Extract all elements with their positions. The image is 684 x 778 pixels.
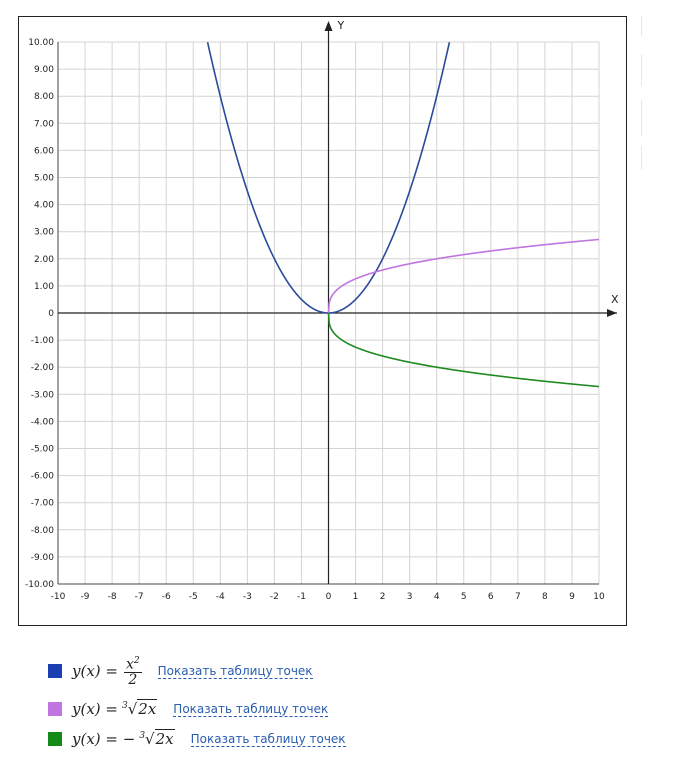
formula-radicand: 2x (154, 729, 175, 748)
formula-lhs: y(x) = (72, 662, 118, 680)
formula-fraction: x2 2 (123, 654, 142, 689)
x-tick-label: 6 (488, 592, 494, 602)
y-tick-label: -5.00 (31, 445, 55, 455)
y-tick-label: 7.00 (34, 119, 54, 129)
x-tick-label: -8 (108, 592, 117, 602)
x-tick-label: -7 (135, 592, 144, 602)
legend-swatch (48, 732, 62, 746)
y-tick-label: -1.00 (31, 336, 55, 346)
y-tick-label: 1.00 (34, 282, 54, 292)
y-tick-label: 6.00 (34, 146, 54, 156)
legend-formula: y(x) = 3√2x (72, 699, 158, 718)
legend-formula: y(x) = x2 2 (72, 654, 142, 689)
formula-denominator: 2 (128, 672, 138, 689)
formula-radicand: 2x (137, 699, 158, 718)
x-tick-label: 4 (434, 592, 440, 602)
y-tick-label: -10.00 (25, 580, 54, 590)
formula-root-index: 3 (121, 701, 128, 711)
x-tick-label: -2 (270, 592, 279, 602)
x-tick-label: 0 (326, 592, 332, 602)
formula-exponent: 2 (133, 655, 140, 666)
y-tick-label: 2.00 (34, 255, 54, 265)
x-tick-label: -5 (189, 592, 198, 602)
show-points-table-link[interactable]: Показать таблицу точек (190, 731, 346, 747)
x-axis-label: X (611, 293, 619, 306)
x-tick-label: -9 (81, 592, 90, 602)
y-tick-label: -8.00 (31, 526, 55, 536)
x-tick-label: -1 (297, 592, 306, 602)
x-tick-label: 8 (542, 592, 548, 602)
side-divider (641, 54, 642, 86)
side-divider (641, 100, 642, 136)
y-tick-label: 9.00 (34, 65, 54, 75)
show-points-table-link[interactable]: Показать таблицу точек (157, 663, 313, 679)
legend-item-parabola: y(x) = x2 2 Показать таблицу точек (48, 654, 313, 689)
formula-root-index: 3 (139, 731, 146, 741)
y-tick-label: -7.00 (31, 499, 55, 509)
y-tick-label: -4.00 (31, 417, 55, 427)
y-tick-label: 3.00 (34, 228, 54, 238)
side-divider (641, 146, 642, 170)
legend-swatch (48, 702, 62, 716)
x-tick-label: 9 (569, 592, 575, 602)
x-tick-label: -4 (216, 592, 225, 602)
y-axis-label: Y (337, 19, 345, 32)
x-tick-label: 3 (407, 592, 413, 602)
x-tick-label: 5 (461, 592, 467, 602)
y-tick-label: -6.00 (31, 472, 55, 482)
x-tick-label: -6 (162, 592, 171, 602)
legend-item-neg-cbrt: y(x) = − 3√2x Показать таблицу точек (48, 724, 346, 754)
show-points-table-link[interactable]: Показать таблицу точек (173, 701, 329, 717)
x-tick-label: 10 (593, 592, 605, 602)
y-tick-label: -2.00 (31, 363, 55, 373)
y-tick-label: 10.00 (28, 38, 54, 48)
series-line-cbrt (327, 238, 600, 314)
legend-item-cbrt: y(x) = 3√2x Показать таблицу точек (48, 694, 329, 724)
x-axis-arrow (607, 309, 617, 317)
x-tick-label: -3 (243, 592, 252, 602)
y-tick-label: 5.00 (34, 174, 54, 184)
y-tick-label: -3.00 (31, 390, 55, 400)
y-tick-label: -9.00 (31, 553, 55, 563)
y-tick-label: 4.00 (34, 201, 54, 211)
formula-lhs: y(x) = (72, 700, 118, 718)
x-tick-label: -10 (51, 592, 66, 602)
series-line-neg-cbrt (327, 312, 600, 388)
x-tick-label: 2 (380, 592, 386, 602)
legend-formula: y(x) = − 3√2x (72, 729, 175, 748)
y-tick-label: 0 (48, 309, 54, 319)
y-tick-label: 8.00 (34, 92, 54, 102)
chart-plot: XY-10 -9 -8 -7 -6 -5 -4 -3 -2 -1 0 1 2 3 4 5 6 7 8 9 1010.00… (25, 19, 619, 602)
side-divider (641, 16, 642, 36)
formula-lhs: y(x) = − (72, 730, 136, 748)
x-tick-label: 1 (353, 592, 359, 602)
y-axis-arrow (324, 21, 333, 31)
x-tick-label: 7 (515, 592, 521, 602)
chart-frame: X Y -10 -9 -8 -7 -6 -5 -4 -3 -2 -1 0 1 2 3 4 5 6 7 8 9 10 10.00… (18, 16, 627, 626)
formula-numerator: x (125, 656, 134, 673)
legend-swatch (48, 664, 62, 678)
